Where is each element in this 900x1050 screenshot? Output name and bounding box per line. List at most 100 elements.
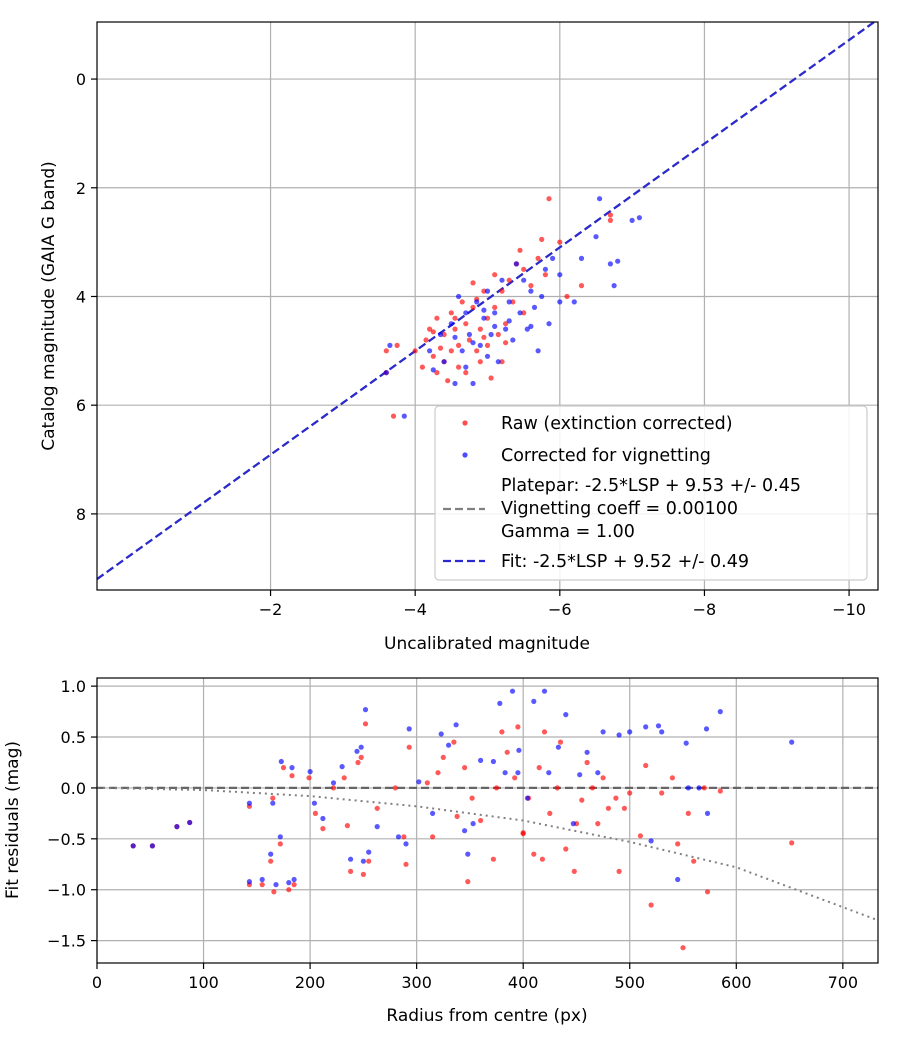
raw-point: [419, 364, 425, 370]
bottom-y-axis-label: Fit residuals (mag): [3, 741, 23, 899]
raw-point: [470, 280, 476, 286]
bottom-chart: 0 100 200 300 400 500 600 700 1.0 0.5 0.0 −0.5 −1.0…: [3, 677, 879, 1026]
corrected-point: [615, 258, 621, 264]
corrected-point: [492, 310, 498, 316]
legend-label-fit: Fit: -2.5*LSP + 9.52 +/- 0.49: [501, 552, 749, 572]
corrected-point: [374, 824, 380, 830]
corrected-point: [528, 288, 534, 294]
raw-point: [289, 773, 295, 779]
corrected-point: [362, 707, 369, 713]
corrected-point: [499, 277, 505, 283]
corrected-point: [717, 709, 723, 715]
corrected-point: [278, 758, 284, 765]
raw-point: [390, 413, 397, 419]
corrected-point: [430, 810, 436, 817]
raw-point: [440, 754, 446, 761]
corrected-point: [597, 196, 603, 202]
x-tick-label: 500: [614, 973, 645, 992]
bottom-x-axis-label: Radius from centre (px): [386, 1006, 587, 1026]
corrected-point: [704, 810, 711, 817]
raw-point: [430, 329, 436, 335]
raw-point: [607, 217, 614, 223]
corrected-point: [484, 353, 491, 359]
y-tick-label: 6: [76, 396, 86, 415]
raw-point: [478, 817, 484, 824]
corrected-point: [539, 293, 545, 300]
raw-point: [510, 299, 516, 305]
corrected-point: [406, 726, 412, 732]
corrected-point: [497, 700, 503, 707]
corrected-point: [789, 739, 795, 745]
raw-point: [437, 345, 444, 351]
corrected-point: [360, 858, 366, 864]
raw-point: [584, 759, 590, 766]
corrected-point: [557, 299, 563, 305]
raw-point: [600, 775, 606, 781]
raw-point: [459, 299, 465, 305]
corrected-point: [600, 729, 606, 735]
y-tick-label: −0.5: [47, 830, 86, 849]
corrected-point: [492, 323, 498, 329]
corrected-point: [557, 272, 563, 278]
corrected-point: [466, 331, 472, 338]
corrected-point: [401, 413, 407, 419]
top-x-ticks: −2 −4 −6 −8 −10: [259, 590, 866, 619]
raw-point: [506, 277, 512, 283]
raw-point: [466, 337, 472, 343]
raw-point: [547, 810, 553, 817]
raw-point: [270, 795, 276, 801]
bottom-axes-frame: [96, 677, 879, 964]
corrected-point: [550, 255, 556, 261]
raw-point: [481, 334, 487, 340]
y-tick-label: 0.0: [61, 779, 86, 798]
corrected-point: [291, 876, 297, 883]
corrected-point: [453, 722, 459, 728]
raw-point: [268, 858, 274, 864]
corrected-point: [277, 834, 283, 840]
raw-point: [348, 868, 354, 875]
raw-point: [499, 359, 505, 365]
corrected-point: [470, 380, 476, 387]
corrected-point: [506, 318, 512, 324]
raw-point: [643, 762, 649, 769]
corrected-point: [502, 770, 508, 776]
y-tick-label: −1.5: [47, 932, 86, 951]
x-tick-label: 700: [828, 973, 859, 992]
raw-point: [462, 765, 468, 771]
raw-point: [504, 749, 510, 755]
raw-point: [424, 780, 430, 786]
corrected-point: [330, 780, 337, 786]
raw-point: [701, 785, 707, 791]
corrected-point: [571, 299, 577, 305]
corrected-point: [542, 266, 549, 272]
raw-point: [394, 342, 400, 348]
legend-label-raw: Raw (extinction corrected): [501, 414, 733, 434]
raw-point: [320, 826, 326, 832]
corrected-point: [348, 856, 354, 862]
raw-point: [477, 326, 483, 332]
x-tick-label: −4: [403, 600, 427, 619]
raw-point: [280, 765, 287, 771]
x-tick-label: 100: [188, 973, 219, 992]
corrected-point: [648, 838, 654, 844]
y-tick-label: 0: [76, 70, 86, 89]
corrected-point: [456, 293, 462, 300]
corrected-point: [438, 731, 444, 737]
raw-point: [613, 795, 619, 801]
raw-point: [563, 846, 569, 852]
corrected-point: [395, 834, 402, 840]
raw-point: [427, 326, 433, 332]
raw-point: [564, 293, 570, 300]
y-tick-label: 0.5: [61, 728, 86, 747]
raw-point: [503, 340, 509, 346]
corrected-point: [452, 334, 458, 340]
corrected-point: [515, 770, 521, 776]
raw-point: [481, 288, 487, 294]
raw-point: [627, 790, 633, 796]
bottom-scatter-points: [130, 688, 795, 951]
legend-label-platepar-3: Gamma = 1.00: [501, 522, 635, 542]
raw-point: [520, 830, 526, 836]
raw-point: [445, 378, 451, 384]
raw-point: [341, 775, 347, 781]
corrected-point: [416, 779, 422, 785]
